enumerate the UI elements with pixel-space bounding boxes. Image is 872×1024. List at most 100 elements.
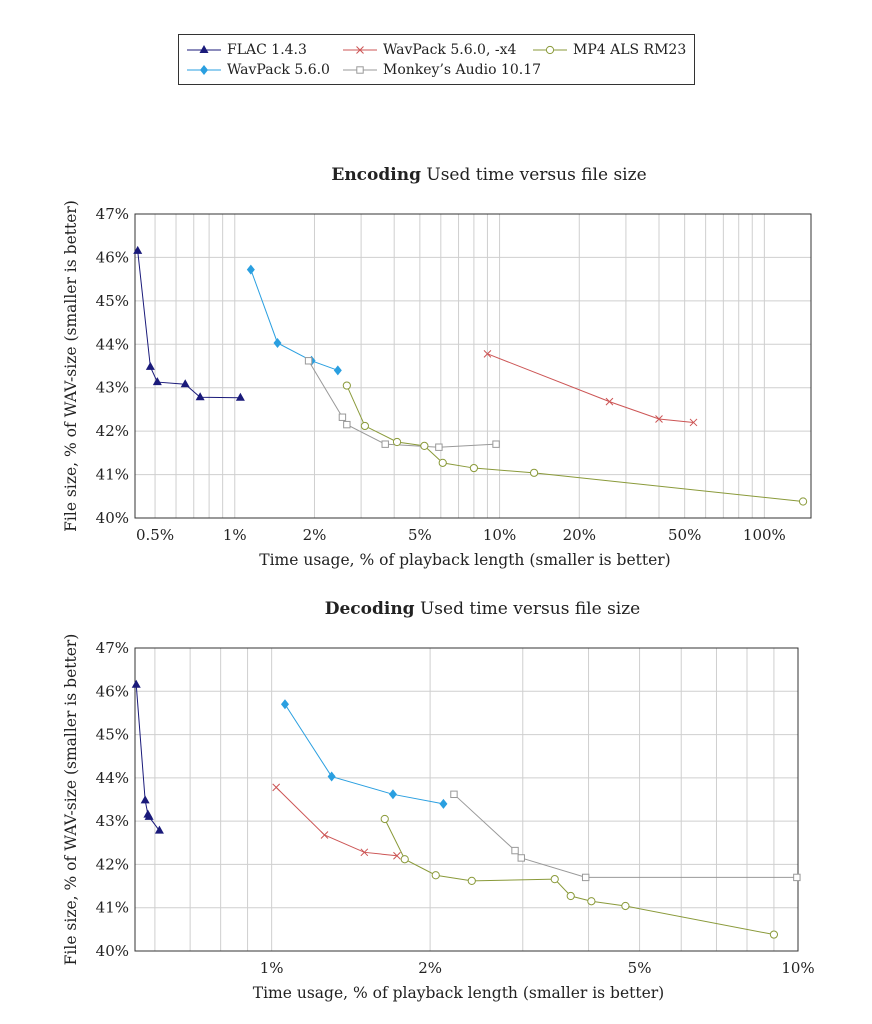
legend-label-wavpack: WavPack 5.6.0 — [227, 62, 330, 78]
legend-symbol-wavpack-x4 — [343, 46, 377, 54]
y-tick-label: 44% — [96, 335, 129, 353]
legend-symbol-wavpack — [187, 65, 221, 75]
series-wavpack-5-6-0-x4 — [272, 783, 401, 860]
y-tick-label: 45% — [96, 726, 129, 744]
y-tick-label: 46% — [96, 248, 129, 266]
series-line-wavpack-5-6-0 — [250, 269, 338, 371]
data-point-wavpack-5-6-0-x4 — [360, 848, 369, 857]
legend-item-mp4-als: MP4 ALS RM23 — [531, 41, 686, 59]
y-tick-label: 45% — [96, 292, 129, 310]
data-point-mp4-als-rm23 — [769, 930, 779, 939]
x-tick-label: 20% — [563, 526, 596, 544]
series-line-wavpack-5-6-0 — [284, 703, 444, 805]
data-point-mp4-als-rm23 — [400, 855, 409, 864]
series-line-mp4-als-rm23 — [384, 818, 775, 936]
series-flac-1-4-3 — [133, 245, 245, 401]
series-line-monkey-s-audio-10-17 — [308, 360, 497, 448]
legend-item-wavpack: WavPack 5.6.0 — [185, 61, 330, 79]
series-line-monkey-s-audio-10-17 — [453, 793, 797, 878]
legend-label-flac: FLAC 1.4.3 — [227, 42, 307, 58]
legend-item-monkeys-audio: Monkey’s Audio 10.17 — [341, 61, 541, 79]
series-mp4-als-rm23 — [380, 814, 779, 939]
x-tick-label: 1% — [260, 959, 284, 977]
data-point-flac-1-4-3 — [152, 377, 162, 386]
data-point-wavpack-5-6-0 — [273, 337, 282, 348]
x-axis-label: Time usage, % of playback length (smalle… — [253, 984, 664, 1002]
chart-title: Encoding Used time versus file size — [331, 165, 646, 185]
legend-label-mp4-als: MP4 ALS RM23 — [573, 42, 687, 58]
y-tick-label: 46% — [96, 682, 129, 700]
legend-symbol-mp4-als — [533, 45, 567, 55]
y-tick-label: 44% — [96, 769, 129, 787]
y-tick-label: 40% — [96, 942, 129, 960]
series-wavpack-5-6-0 — [280, 699, 448, 809]
data-point-wavpack-5-6-0-x4 — [483, 349, 492, 358]
data-point-wavpack-5-6-0-x4 — [689, 418, 698, 427]
data-point-wavpack-5-6-0-x4 — [655, 415, 663, 423]
x-tick-label: 2% — [418, 959, 442, 977]
data-point-wavpack-5-6-0-x4 — [605, 397, 614, 406]
legend-marker — [200, 65, 208, 75]
data-point-mp4-als-rm23 — [587, 897, 596, 906]
data-point-mp4-als-rm23 — [798, 497, 808, 506]
x-tick-label: 10% — [483, 526, 516, 544]
series-monkey-s-audio-10-17 — [304, 357, 500, 451]
data-point-monkey-s-audio-10-17 — [793, 873, 801, 882]
x-tick-label: 50% — [668, 526, 701, 544]
series-line-mp4-als-rm23 — [346, 385, 804, 502]
data-point-monkey-s-audio-10-17 — [511, 846, 519, 855]
y-tick-label: 40% — [96, 509, 129, 527]
y-axis-label: File size, % of WAV-size (smaller is bet… — [62, 200, 80, 532]
data-point-mp4-als-rm23 — [467, 876, 476, 885]
data-point-monkey-s-audio-10-17 — [435, 443, 443, 451]
y-tick-label: 47% — [96, 639, 129, 657]
chart-title-bold: Decoding — [325, 599, 415, 619]
data-point-wavpack-5-6-0 — [333, 365, 342, 376]
data-point-monkey-s-audio-10-17 — [343, 420, 351, 429]
data-point-mp4-als-rm23 — [380, 814, 389, 824]
data-point-wavpack-5-6-0 — [280, 699, 289, 710]
data-point-monkey-s-audio-10-17 — [304, 357, 313, 365]
data-point-wavpack-5-6-0-x4 — [272, 783, 281, 792]
data-point-monkey-s-audio-10-17 — [581, 873, 590, 882]
legend-symbol-flac — [187, 45, 221, 53]
series-mp4-als-rm23 — [342, 381, 808, 506]
data-point-wavpack-5-6-0 — [388, 789, 397, 800]
data-point-monkey-s-audio-10-17 — [381, 440, 389, 448]
chart-title-text: Used time versus file size — [421, 165, 647, 185]
data-point-mp4-als-rm23 — [550, 875, 559, 884]
x-tick-label: 1% — [223, 526, 247, 544]
series-line-flac-1-4-3 — [135, 684, 160, 831]
data-point-mp4-als-rm23 — [529, 468, 539, 477]
series-line-wavpack-5-6-0-x4 — [487, 353, 694, 423]
data-point-flac-1-4-3 — [140, 795, 150, 804]
legend-marker — [199, 45, 209, 53]
x-tick-label: 5% — [628, 959, 652, 977]
x-tick-label: 2% — [303, 526, 327, 544]
y-tick-label: 41% — [96, 899, 129, 917]
decoding-chart: Decoding Used time versus file size 40% 41… — [62, 599, 815, 1002]
legend-label-monkeys-audio: Monkey’s Audio 10.17 — [383, 62, 542, 78]
x-tick-label: 100% — [743, 526, 786, 544]
plot-frame — [134, 213, 812, 519]
data-point-flac-1-4-3 — [195, 392, 205, 401]
data-point-wavpack-5-6-0-x4 — [393, 851, 401, 860]
data-point-flac-1-4-3 — [235, 392, 245, 401]
encoding-chart: Encoding Used time versus file size 40% 41… — [62, 165, 812, 569]
data-point-flac-1-4-3 — [144, 811, 154, 820]
legend-item-wavpack-x4: WavPack 5.6.0, -x4 — [341, 41, 516, 59]
data-point-wavpack-5-6-0-x4 — [320, 831, 329, 839]
data-point-mp4-als-rm23 — [420, 441, 429, 451]
x-tick-label: 0.5% — [136, 526, 174, 544]
y-tick-label: 42% — [96, 422, 129, 440]
data-point-mp4-als-rm23 — [360, 421, 369, 431]
data-point-mp4-als-rm23 — [392, 437, 402, 447]
data-point-flac-1-4-3 — [133, 245, 143, 254]
x-tick-label: 10% — [781, 959, 814, 977]
data-point-wavpack-5-6-0 — [327, 771, 336, 782]
data-point-mp4-als-rm23 — [342, 381, 351, 390]
chart-legend: FLAC 1.4.3 WavPack 5.6.0, -x4 MP4 ALS RM… — [178, 34, 695, 85]
legend-marker — [356, 46, 364, 54]
legend-label-wavpack-x4: WavPack 5.6.0, -x4 — [383, 42, 517, 58]
legend-marker — [356, 66, 364, 74]
